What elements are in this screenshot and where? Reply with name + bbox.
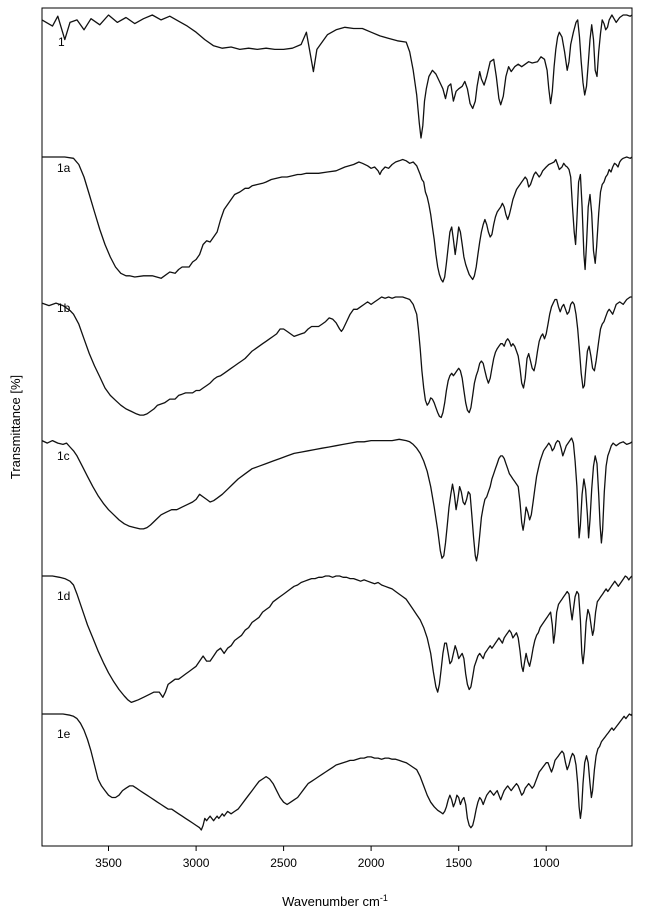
series-label-1a: 1a <box>57 161 71 175</box>
x-axis-title-superscript: -1 <box>380 893 388 903</box>
x-tick-label: 2500 <box>270 856 297 870</box>
x-tick-label: 3000 <box>183 856 210 870</box>
spectrum-trace-1d <box>42 575 633 704</box>
spectrum-trace-1e <box>42 713 633 831</box>
spectrum-trace-1 <box>41 14 633 139</box>
series-label-1e: 1e <box>57 727 71 741</box>
x-tick-label: 3500 <box>95 856 122 870</box>
series-label-1d: 1d <box>57 589 70 603</box>
series-label-1b: 1b <box>57 301 71 315</box>
x-tick-label: 1000 <box>533 856 560 870</box>
spectrum-trace-1a <box>42 156 633 283</box>
x-axis-ticks: 3500 3000 2500 2000 1500 1000 <box>95 846 560 870</box>
plot-frame <box>41 7 633 847</box>
x-tick-label: 1500 <box>445 856 472 870</box>
series-label-1c: 1c <box>57 449 70 463</box>
y-axis-title: Transmittance [%] <box>8 375 23 479</box>
spectrum-trace-1b <box>41 296 632 419</box>
series-label-1: 1 <box>58 35 65 49</box>
spectrum-trace-1c <box>41 437 633 562</box>
series-labels-group: 1 1a 1b 1c 1d 1e <box>57 35 71 741</box>
x-axis-title-text: Wavenumber cm <box>282 894 380 909</box>
traces-group <box>41 14 633 831</box>
x-axis-title: Wavenumber cm-1 <box>282 893 388 909</box>
x-tick-label: 2000 <box>358 856 385 870</box>
